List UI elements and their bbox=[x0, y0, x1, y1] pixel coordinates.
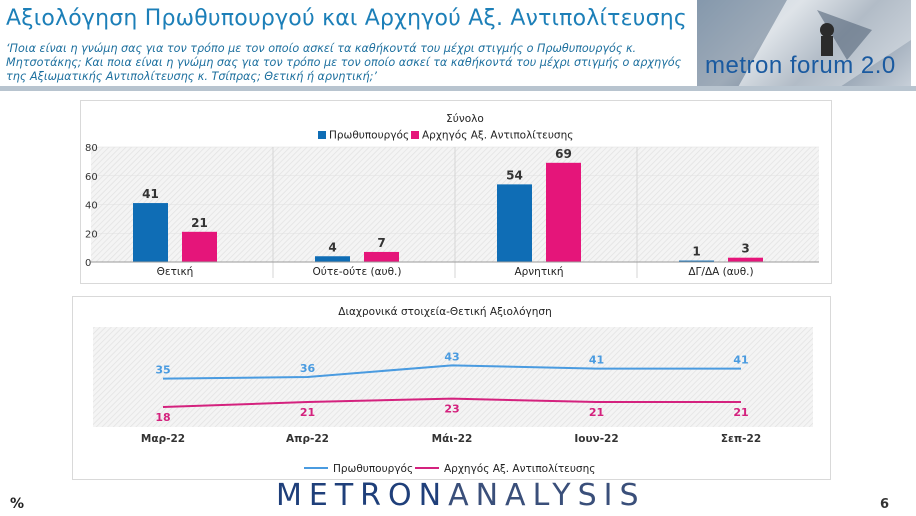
bar-0-1 bbox=[182, 231, 217, 262]
series-line-1 bbox=[162, 397, 741, 408]
slide-header: Αξιολόγηση Πρωθυπουργού και Αρχηγού Αξ. … bbox=[0, 0, 916, 92]
header-divider bbox=[0, 86, 916, 91]
data-label: 69 bbox=[555, 147, 572, 161]
y-tick-label: 80 bbox=[85, 143, 98, 154]
data-label: 18 bbox=[155, 411, 170, 424]
y-tick-label: 20 bbox=[85, 229, 98, 240]
data-label: 7 bbox=[377, 236, 385, 250]
survey-question: ‘Ποια είναι η γνώμη σας για τον τρόπο με… bbox=[6, 42, 682, 83]
brand-part-2: ANALYSIS bbox=[448, 478, 646, 513]
data-label: 41 bbox=[733, 354, 748, 367]
bar-chart-panel: Σύνολο Πρωθυπουργός Αρχηγός Αξ. Αντιπολίτε… bbox=[80, 100, 832, 284]
data-label: 41 bbox=[589, 354, 604, 367]
data-label: 3 bbox=[741, 242, 749, 256]
data-label: 21 bbox=[191, 216, 208, 230]
x-tick-label: Ιουν-22 bbox=[574, 433, 618, 445]
y-tick-label: 60 bbox=[85, 172, 98, 183]
bar-3-0 bbox=[679, 260, 714, 262]
bar-2-1 bbox=[546, 162, 581, 262]
data-label: 54 bbox=[506, 168, 523, 182]
bar-1-0 bbox=[315, 256, 350, 262]
data-label: 4 bbox=[328, 240, 336, 254]
line-chart: Διαχρονικά στοιχεία-Θετική Αξιολόγηση 35 3… bbox=[93, 306, 813, 475]
data-label: 43 bbox=[444, 350, 459, 363]
data-label: 35 bbox=[155, 364, 170, 377]
data-label: 36 bbox=[300, 362, 316, 375]
bar-3-1 bbox=[728, 257, 763, 262]
bar-0-0 bbox=[133, 203, 168, 262]
x-tick-label: Μάι-22 bbox=[432, 433, 473, 445]
legend-label-0: Πρωθυπουργός bbox=[333, 463, 413, 475]
legend-swatch-0 bbox=[318, 131, 326, 139]
legend-swatch-1 bbox=[411, 131, 419, 139]
x-tick-label: Μαρ-22 bbox=[141, 433, 185, 445]
data-label: 21 bbox=[733, 406, 748, 419]
unit-label: % bbox=[10, 496, 25, 512]
x-tick-label: Απρ-22 bbox=[286, 433, 329, 445]
bar-chart: Σύνολο Πρωθυπουργός Αρχηγός Αξ. Αντιπολίτε… bbox=[85, 113, 819, 278]
metron-analysis-logo: METRONANALYSIS bbox=[276, 478, 646, 513]
x-tick-label: ΔΓ/ΔΑ (αυθ.) bbox=[688, 266, 753, 278]
y-tick-label: 40 bbox=[85, 201, 98, 212]
legend-label-1: Αρχηγός Αξ. Αντιπολίτευσης bbox=[422, 130, 573, 142]
chart-title: Διαχρονικά στοιχεία-Θετική Αξιολόγηση bbox=[338, 306, 551, 318]
data-label: 41 bbox=[142, 187, 159, 201]
x-tick-label: Αρνητική bbox=[514, 266, 563, 278]
brand-part-1: METRON bbox=[276, 478, 449, 513]
logo-text: metron forum 2.0 bbox=[705, 52, 896, 79]
series-line-0 bbox=[162, 364, 741, 380]
legend-label-1: Αρχηγός Αξ. Αντιπολίτευσης bbox=[444, 463, 595, 475]
bar-1-1 bbox=[364, 251, 399, 262]
data-label: 21 bbox=[300, 406, 315, 419]
data-label: 1 bbox=[692, 245, 700, 259]
plot-area bbox=[93, 327, 813, 427]
page-title: Αξιολόγηση Πρωθυπουργού και Αρχηγού Αξ. … bbox=[6, 6, 688, 31]
metron-forum-logo: metron forum 2.0 bbox=[697, 0, 911, 89]
x-tick-label: Σεπ-22 bbox=[721, 433, 761, 445]
line-chart-panel: Διαχρονικά στοιχεία-Θετική Αξιολόγηση 35 3… bbox=[72, 296, 831, 480]
page-number: 6 bbox=[880, 497, 890, 512]
chart-title: Σύνολο bbox=[446, 113, 484, 125]
data-label: 23 bbox=[444, 403, 459, 416]
legend-label-0: Πρωθυπουργός bbox=[329, 130, 409, 142]
x-tick-label: Ούτε-ούτε (αυθ.) bbox=[313, 266, 402, 278]
logo-graphic bbox=[697, 0, 911, 89]
bar-2-0 bbox=[497, 184, 532, 262]
y-tick-label: 0 bbox=[85, 258, 91, 269]
x-tick-label: Θετική bbox=[157, 266, 194, 278]
data-label: 21 bbox=[589, 406, 604, 419]
